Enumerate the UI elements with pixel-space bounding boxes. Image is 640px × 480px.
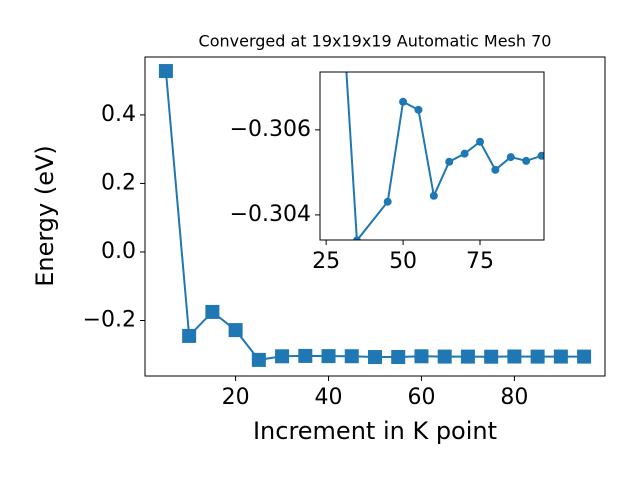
marker: [228, 323, 243, 338]
marker: [530, 349, 545, 364]
marker: [491, 165, 500, 174]
plot-area: [320, 72, 544, 240]
x-tick-label: 40: [315, 385, 343, 410]
marker: [437, 349, 452, 364]
marker: [414, 105, 423, 114]
marker: [391, 349, 406, 364]
marker: [344, 349, 359, 364]
marker: [522, 156, 531, 165]
y-tick-label: −0.306: [230, 117, 311, 142]
marker: [158, 64, 173, 79]
marker: [476, 137, 484, 146]
series: [345, 72, 544, 240]
x-tick-label: 20: [222, 385, 250, 410]
marker: [352, 236, 361, 240]
marker: [399, 97, 408, 106]
marker: [368, 350, 382, 365]
x-tick-label: 25: [312, 249, 340, 274]
marker: [383, 197, 392, 206]
x-axis-label: Increment in K point: [253, 417, 497, 445]
y-axis-label: Energy (eV): [31, 145, 59, 287]
marker: [429, 191, 438, 200]
x-tick-label: 50: [389, 249, 417, 274]
x-tick-label: 60: [407, 385, 435, 410]
marker: [460, 149, 469, 158]
marker: [321, 349, 336, 364]
marker: [251, 352, 266, 367]
marker: [537, 151, 544, 160]
y-tick-label: 0.2: [101, 170, 136, 195]
chart-title: Converged at 19x19x19 Automatic Mesh 70: [199, 32, 552, 51]
marker: [275, 349, 290, 364]
x-tick-label: 80: [500, 385, 528, 410]
marker: [553, 349, 568, 364]
series: [158, 64, 592, 367]
plot-frame: [144, 56, 606, 377]
marker: [507, 349, 522, 364]
y-tick-label: 0.0: [101, 239, 136, 264]
y-tick-label: −0.304: [230, 202, 311, 227]
marker: [460, 349, 475, 364]
marker: [182, 328, 197, 343]
marker: [205, 304, 220, 319]
y-tick-label: 0.4: [101, 102, 136, 127]
marker: [298, 348, 313, 363]
x-tick-label: 75: [466, 249, 494, 274]
y-tick-label: −0.2: [83, 307, 136, 332]
plot-frame: [319, 71, 545, 241]
marker: [577, 349, 592, 364]
marker: [484, 349, 499, 364]
marker: [445, 157, 454, 166]
marker: [506, 153, 515, 162]
marker: [414, 349, 429, 364]
